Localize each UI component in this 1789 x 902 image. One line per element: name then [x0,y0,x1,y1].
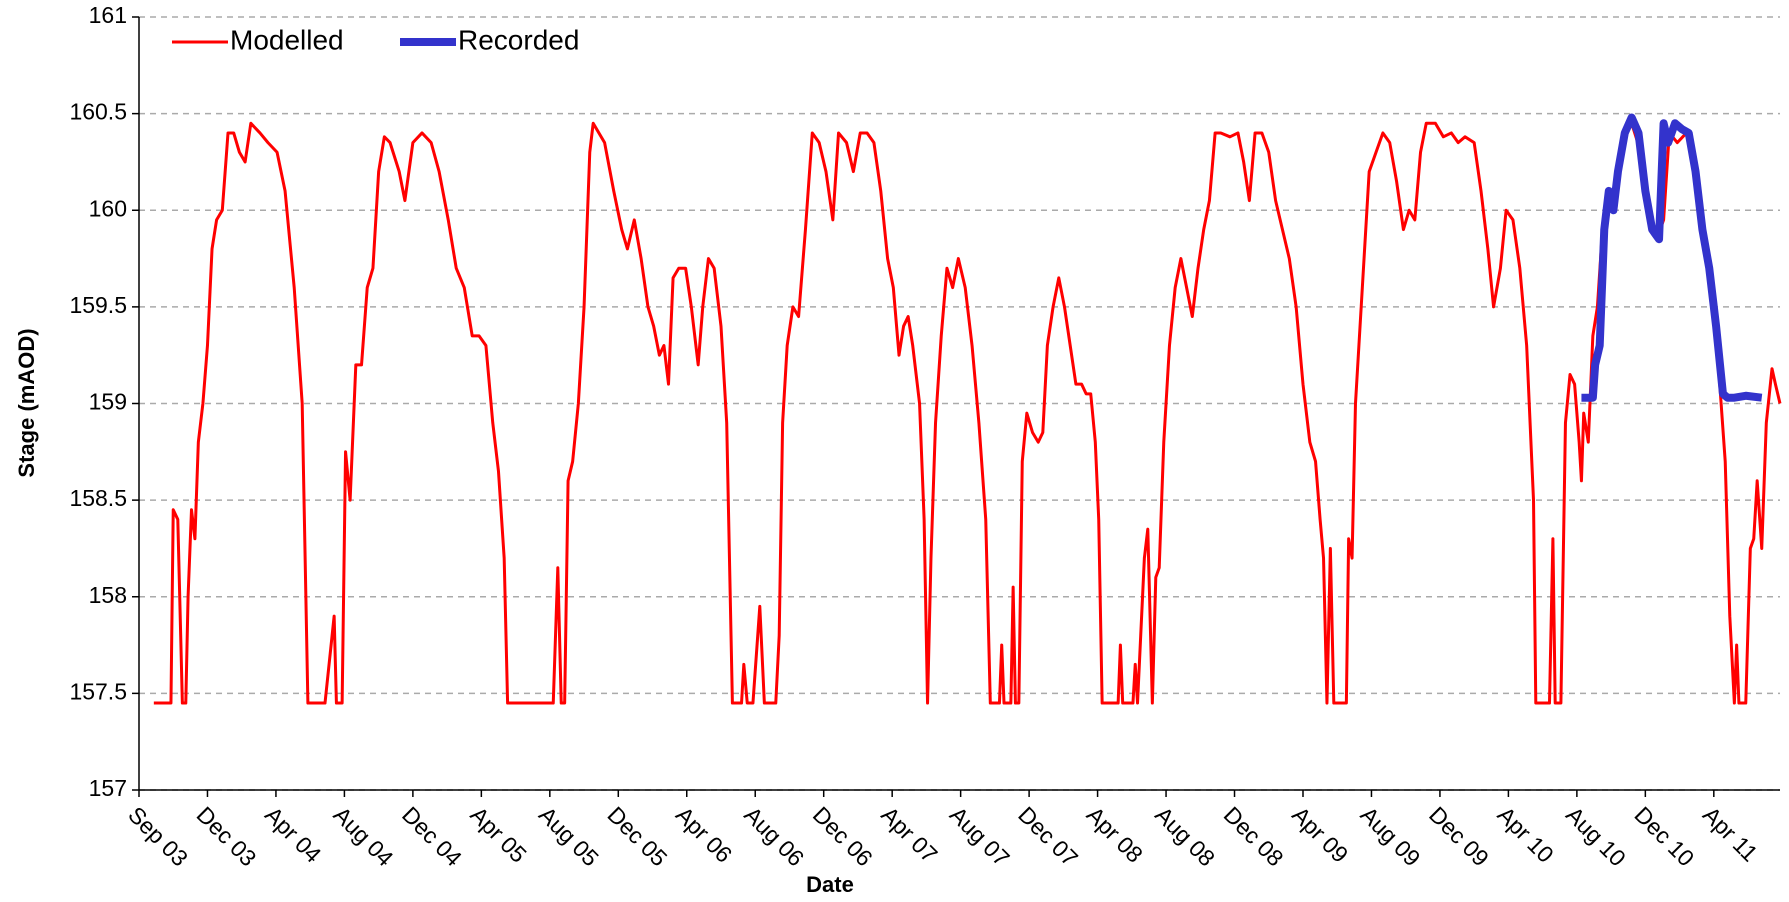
x-tick-label: Apr 05 [466,801,532,867]
x-tick-label: Dec 10 [1630,801,1700,871]
y-tick-label: 158 [89,582,127,608]
x-tick-label: Aug 10 [1561,801,1631,871]
x-tick-label: Apr 06 [671,801,737,867]
y-tick-label: 159 [89,389,127,415]
x-tick-label: Dec 09 [1424,801,1494,871]
series-line [153,121,1782,705]
y-tick-label: 158.5 [69,485,127,511]
x-tick-label: Aug 06 [739,801,809,871]
series-line [1581,113,1763,402]
x-tick-label: Apr 08 [1082,801,1148,867]
x-tick-label: Dec 07 [1013,801,1083,871]
x-tick-label: Aug 07 [945,801,1015,871]
x-tick-label: Dec 08 [1219,801,1289,871]
x-tick-label: Apr 04 [260,801,326,867]
y-tick-label: 157.5 [69,678,127,704]
y-tick-label: 161 [89,2,127,28]
x-tick-label: Apr 10 [1493,801,1559,867]
y-axis-title: Stage (mAOD) [14,328,39,477]
y-tick-label: 159.5 [69,292,127,318]
x-tick-label: Aug 09 [1356,801,1426,871]
x-tick-label: Apr 07 [876,801,942,867]
x-tick-label: Dec 04 [397,801,467,871]
x-tick-label: Apr 09 [1287,801,1353,867]
legend-label: Recorded [458,24,579,55]
y-tick-label: 160.5 [69,99,127,125]
x-tick-label: Aug 05 [534,801,604,871]
x-tick-label: Apr 11 [1698,801,1763,866]
x-tick-label: Aug 08 [1150,801,1220,871]
x-tick-label: Dec 05 [602,801,672,871]
legend-label: Modelled [230,24,344,55]
x-tick-label: Aug 04 [329,801,399,871]
x-tick-label: Dec 03 [192,801,262,871]
y-tick-label: 157 [89,775,127,801]
y-tick-label: 160 [89,195,127,221]
x-tick-label: Sep 03 [123,801,193,871]
x-tick-label: Dec 06 [808,801,878,871]
x-axis-title: Date [806,872,854,897]
